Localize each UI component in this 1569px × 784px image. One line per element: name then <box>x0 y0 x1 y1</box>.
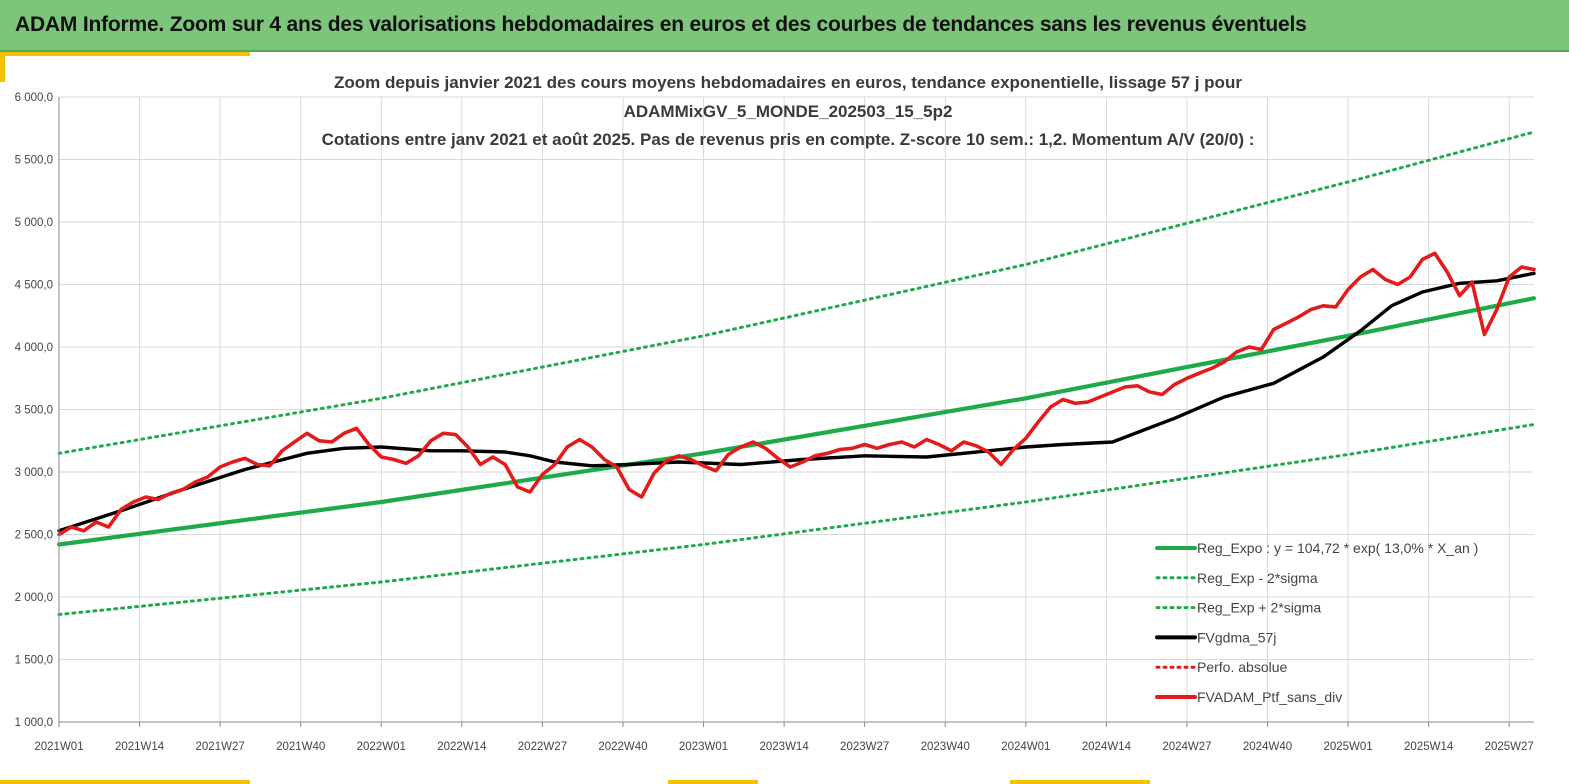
series-line-3 <box>57 271 1536 533</box>
header-banner: ADAM Informe. Zoom sur 4 ans des valoris… <box>0 0 1569 52</box>
legend-label: FVgdma_57j <box>1197 629 1276 645</box>
y-tick-label: 4 500,0 <box>15 280 53 292</box>
y-tick-label: 2 000,0 <box>15 592 53 604</box>
series-line-2 <box>57 130 1536 455</box>
chart-legend: Reg_Expo : y = 104,72 * exp( 13,0% * X_a… <box>1155 540 1478 705</box>
chart-axes: 1 000,0 1 500,0 2 000,0 2 500,0 3 000,0 3 500… <box>15 92 1534 753</box>
y-tick-label: 2 500,0 <box>15 530 53 542</box>
x-tick-label: 2022W14 <box>437 741 487 753</box>
accent-bar-left <box>0 52 5 82</box>
x-tick-label: 2023W01 <box>679 741 728 753</box>
legend-label: Reg_Expo : y = 104,72 * exp( 13,0% * X_a… <box>1197 540 1478 556</box>
legend-label: Reg_Exp + 2*sigma <box>1197 600 1321 616</box>
chart-title-line-1: Zoom depuis janvier 2021 des cours moyen… <box>334 73 1242 92</box>
chart-title-line-3: Cotations entre janv 2021 et août 2025. … <box>322 130 1255 149</box>
x-tick-label: 2024W27 <box>1162 741 1211 753</box>
x-tick-label: 2024W40 <box>1243 741 1292 753</box>
x-tick-label: 2021W01 <box>34 741 83 753</box>
y-tick-label: 1 500,0 <box>15 655 53 667</box>
accent-bar-bottom <box>1010 780 1150 784</box>
y-tick-label: 3 000,0 <box>15 467 53 479</box>
x-tick-label: 2023W40 <box>921 741 970 753</box>
y-tick-label: 5 000,0 <box>15 217 53 229</box>
x-tick-label: 2022W27 <box>518 741 567 753</box>
x-tick-label: 2023W27 <box>840 741 889 753</box>
x-tick-label: 2023W14 <box>759 741 809 753</box>
x-tick-label: 2021W27 <box>196 741 245 753</box>
legend-label: Perfo. absolue <box>1197 659 1287 675</box>
x-tick-label: 2022W01 <box>357 741 406 753</box>
accent-bar-bottom <box>668 780 758 784</box>
y-tick-label: 1 000,0 <box>15 717 53 729</box>
chart-title: Zoom depuis janvier 2021 des cours moyen… <box>322 73 1255 149</box>
x-tick-label: 2025W27 <box>1485 741 1534 753</box>
legend-label: FVADAM_Ptf_sans_div <box>1197 689 1342 705</box>
y-tick-label: 3 500,0 <box>15 405 53 417</box>
x-tick-label: 2025W01 <box>1323 741 1372 753</box>
x-tick-label: 2024W01 <box>1001 741 1050 753</box>
x-tick-label: 2022W40 <box>598 741 647 753</box>
x-tick-label: 2025W14 <box>1404 741 1454 753</box>
series-line-0 <box>56 296 1537 547</box>
chart-title-line-2: ADAMMixGV_5_MONDE_202503_15_5p2 <box>624 102 953 121</box>
x-tick-label: 2024W14 <box>1082 741 1132 753</box>
banner-title: ADAM Informe. Zoom sur 4 ans des valoris… <box>15 13 1307 36</box>
accent-bar-bottom <box>0 780 250 784</box>
series-line-1 <box>57 423 1536 616</box>
y-tick-label: 4 000,0 <box>15 342 53 354</box>
y-tick-label: 6 000,0 <box>15 92 53 104</box>
accent-bar-top <box>0 52 250 56</box>
x-tick-label: 2021W14 <box>115 741 165 753</box>
series-line-4 <box>57 251 1536 537</box>
legend-label: Reg_Exp - 2*sigma <box>1197 570 1318 586</box>
chart-series <box>56 130 1537 616</box>
x-tick-label: 2021W40 <box>276 741 325 753</box>
line-chart: Zoom depuis janvier 2021 des cours moyen… <box>15 73 1537 753</box>
y-tick-label: 5 500,0 <box>15 155 53 167</box>
